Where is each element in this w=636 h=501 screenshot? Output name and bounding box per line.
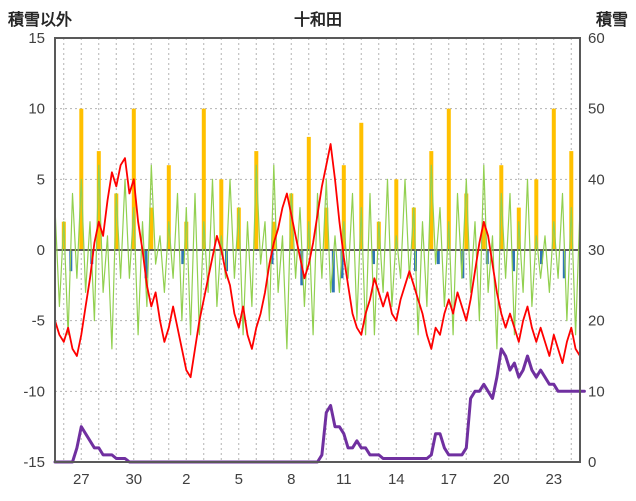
chart-title: 十和田 [293, 12, 342, 29]
right-tick-label: 40 [588, 171, 605, 188]
orange-bars [96, 151, 101, 250]
orange-bars [481, 221, 486, 250]
line-series-layer [53, 143, 586, 464]
right-tick-label: 30 [588, 242, 605, 259]
x-tick-label: 20 [493, 471, 510, 488]
blue-bars [372, 250, 375, 265]
right-tick-label: 0 [588, 454, 596, 471]
x-tick-label: 2 [182, 471, 190, 488]
orange-bars [534, 179, 539, 250]
blue-bars [270, 250, 274, 265]
x-tick-label: 30 [125, 471, 142, 488]
blue-bars [512, 250, 515, 272]
orange-bars [569, 151, 574, 250]
left-tick-label: 0 [37, 242, 45, 259]
orange-bars [306, 136, 311, 250]
orange-bars [446, 108, 451, 250]
right-tick-label: 10 [588, 383, 605, 400]
orange-bars [149, 207, 154, 250]
orange-bars [271, 221, 276, 250]
orange-bars [289, 193, 294, 250]
x-tick-label: 23 [545, 471, 562, 488]
orange-bars [359, 122, 364, 250]
x-tick-label: 17 [440, 471, 457, 488]
blue-bars [181, 250, 185, 265]
right-tick-label: 20 [588, 313, 605, 330]
orange-bars [324, 207, 329, 250]
left-tick-label: 10 [28, 101, 45, 118]
blue-bars [562, 250, 566, 279]
x-tick-label: 5 [235, 471, 243, 488]
orange-bars [201, 108, 206, 250]
blue-bars [436, 250, 440, 265]
orange-bars [411, 207, 416, 250]
left-tick-label: 15 [28, 30, 45, 47]
x-tick-label: 14 [388, 471, 405, 488]
left-tick-label: -10 [23, 383, 45, 400]
right-tick-label: 60 [588, 30, 605, 47]
orange-bars [551, 108, 556, 250]
blue-bars [340, 250, 344, 279]
orange-bars [166, 165, 171, 250]
left-tick-label: -5 [32, 313, 45, 330]
blue-bars [331, 250, 335, 293]
orange-bars [114, 193, 119, 250]
blue-bars [540, 250, 543, 265]
green-line [54, 164, 581, 350]
orange-bars [236, 207, 241, 250]
orange-bars [184, 221, 189, 250]
x-tick-label: 8 [287, 471, 295, 488]
red-line [54, 143, 581, 379]
orange-bars [464, 193, 469, 250]
orange-bars [254, 151, 259, 250]
plot-frame [54, 37, 581, 463]
blue-bars [144, 250, 148, 279]
orange-bars [219, 179, 224, 250]
orange-bars [341, 165, 346, 250]
left-axis-title: 積雪以外 [8, 12, 73, 29]
orange-bars [394, 179, 399, 250]
x-tick-label: 11 [336, 471, 352, 488]
right-tick-label: 50 [588, 101, 605, 118]
purple-line [53, 347, 586, 464]
x-tick-label: 27 [73, 471, 90, 488]
orange-bars [429, 151, 434, 250]
right-axis-title: 積雪 [595, 12, 628, 29]
left-tick-label: -15 [23, 454, 45, 471]
left-tick-label: 5 [37, 171, 45, 188]
